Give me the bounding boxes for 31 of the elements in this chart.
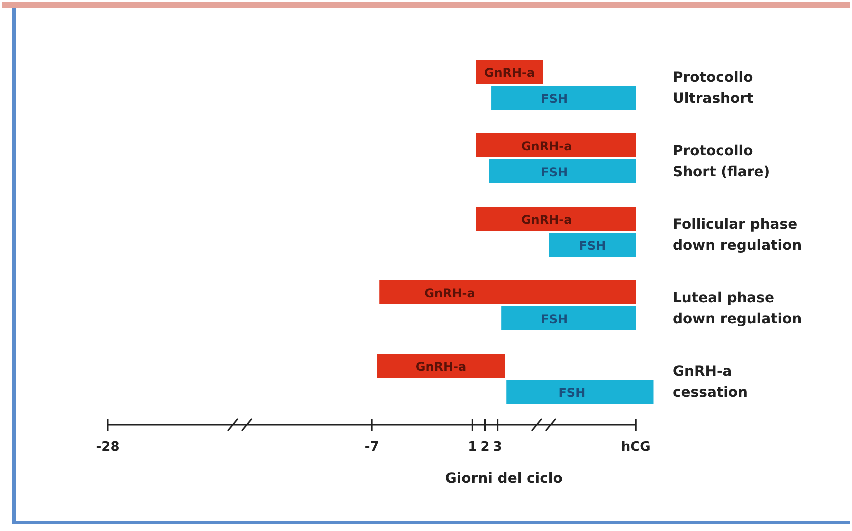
bar	[549, 233, 636, 257]
text: FSH	[579, 239, 606, 253]
series-label: GnRH-a	[484, 66, 536, 80]
text: FSH	[541, 312, 568, 326]
x-tick-label: -7	[364, 440, 380, 455]
text: FSH	[558, 386, 586, 400]
bar	[377, 354, 506, 378]
series-label: FSH	[541, 92, 568, 106]
x-tick-label: 2	[480, 440, 490, 455]
bar	[506, 380, 654, 404]
y-tick-label: Protocollo Ultrashort	[673, 70, 754, 107]
bar	[476, 134, 636, 158]
bar	[380, 280, 636, 304]
text: GnRH-a	[416, 360, 467, 374]
text: GnRH-a	[521, 213, 572, 227]
x-axis-title: Giorni del ciclo	[445, 471, 564, 487]
x-tick-label: 3	[493, 440, 502, 455]
y-tick-label: GnRH-a cessation	[673, 364, 748, 401]
text: GnRH-a	[424, 286, 476, 300]
bar	[489, 160, 636, 184]
bar	[502, 306, 636, 330]
x-tick-label: -28	[96, 440, 120, 455]
y-tick-label: Luteal phase down regulation	[673, 290, 802, 328]
bar	[476, 207, 636, 231]
x-tick-label: hCG	[621, 440, 651, 455]
y-tick-label: Follicular phase down regulation	[673, 217, 802, 254]
bar	[492, 86, 636, 110]
text: GnRH-a	[521, 140, 572, 154]
y-tick-label: Protocollo Short (flare)	[673, 144, 770, 180]
x-tick-label: 1	[468, 440, 478, 455]
text: FSH	[541, 166, 568, 180]
